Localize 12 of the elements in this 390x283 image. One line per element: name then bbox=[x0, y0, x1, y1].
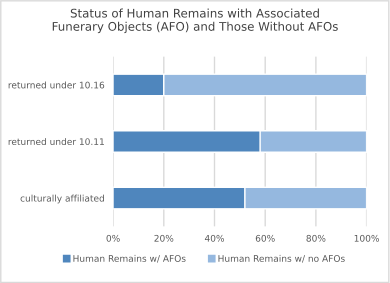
x-tick-label: 80% bbox=[306, 234, 326, 242]
x-tick-label: 0% bbox=[106, 234, 120, 242]
y-tick-label: culturally affiliated bbox=[20, 194, 104, 204]
legend-label: Human Remains w/ AFOs bbox=[73, 254, 186, 263]
x-tick-label: 40% bbox=[204, 234, 224, 242]
x-tick-label: 20% bbox=[154, 234, 174, 242]
legend-label: Human Remains w/ no AFOs bbox=[218, 254, 345, 263]
y-tick-label: returned under 10.11 bbox=[8, 138, 104, 146]
chart-title: Status of Human Remains with Associated Funerary Objects (AFO) and Those Without AFOs bbox=[52, 8, 338, 34]
x-tick-label: 100% bbox=[354, 234, 380, 242]
y-tick-label: returned under 10.16 bbox=[8, 81, 104, 88]
x-tick-label: 60% bbox=[256, 234, 275, 242]
